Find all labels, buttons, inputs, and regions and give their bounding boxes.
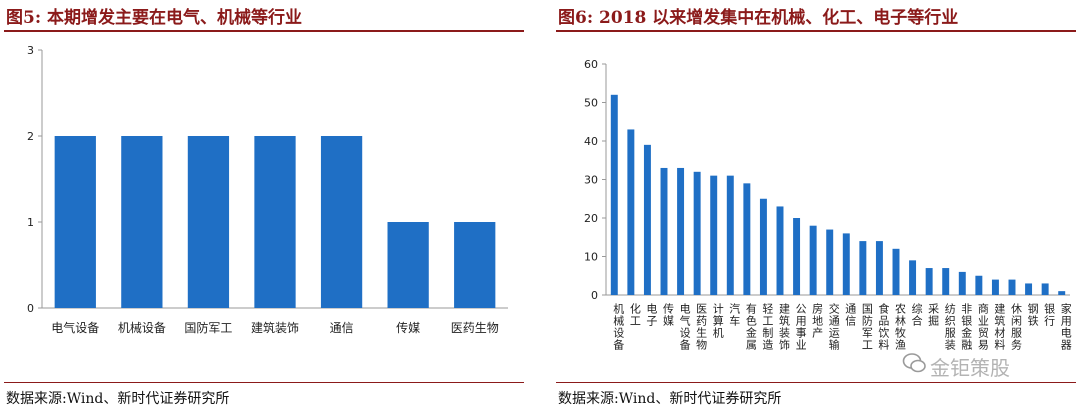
- x-category-label: 综合: [910, 302, 923, 327]
- bar: [121, 136, 163, 308]
- x-category-label: 有色金属: [744, 302, 757, 351]
- left-source-note: 数据来源:Wind、新时代证券研究所: [6, 391, 230, 407]
- bar: [610, 94, 618, 295]
- x-category-label: 家用电器: [1059, 302, 1072, 351]
- y-tick-label: 50: [584, 97, 598, 110]
- x-category-label: 采掘: [927, 303, 940, 327]
- bar: [387, 222, 429, 308]
- x-category-label: 休闲服务: [1010, 303, 1023, 351]
- x-category-label: 通信: [844, 303, 857, 327]
- bar: [1008, 279, 1016, 295]
- right-bar-chart: 0 10 20 30 40 50 60 机械设备 化工 电子 传媒 电气设备 医药生物 计算机 汽车 有色金属…: [584, 58, 1072, 351]
- x-category-label: 非银金融: [960, 303, 973, 351]
- bar: [627, 129, 635, 295]
- y-tick-label: 60: [584, 58, 598, 71]
- bar: [743, 183, 751, 295]
- bar: [958, 271, 966, 295]
- right-title-rule: [556, 30, 1076, 32]
- bar: [320, 136, 363, 308]
- bar: [54, 136, 96, 308]
- bar: [842, 233, 850, 295]
- bar: [776, 206, 784, 295]
- y-tick-label: 1: [27, 216, 34, 229]
- bar: [991, 279, 999, 295]
- bar: [975, 275, 983, 295]
- left-figure-title: 图5: 本期增发主要在电气、机械等行业: [6, 8, 303, 28]
- x-category-label: 国防军工: [860, 303, 873, 351]
- x-category-label: 国防军工: [184, 320, 232, 335]
- bar: [254, 136, 296, 308]
- bar: [909, 260, 917, 295]
- watermark-text: 金钜策股: [930, 356, 1010, 380]
- bar: [677, 167, 685, 295]
- right-source-rule: [556, 382, 1076, 383]
- y-tick-label: 30: [584, 174, 598, 187]
- x-category-label: 通信: [330, 321, 354, 335]
- bar: [1041, 283, 1049, 295]
- y-tick-label: 0: [27, 302, 34, 315]
- right-source-note: 数据来源:Wind、新时代证券研究所: [558, 391, 782, 407]
- bar: [826, 229, 834, 295]
- x-category-label: 化工: [628, 302, 641, 327]
- bar: [643, 144, 651, 295]
- x-category-label: 交通运输: [827, 302, 840, 351]
- bar: [726, 175, 734, 295]
- left-figure-panel: 图5: 本期增发主要在电气、机械等行业 0 1 2 3 电气设备 机械设备 国防军工 建筑装饰…: [0, 0, 528, 412]
- bar: [925, 268, 933, 295]
- bar: [759, 198, 767, 295]
- wechat-watermark-icon: [902, 353, 926, 373]
- bar: [793, 218, 801, 295]
- left-bar-chart: 0 1 2 3 电气设备 机械设备 国防军工 建筑装饰 通信 传媒 医药生物: [27, 44, 508, 335]
- bar: [875, 241, 883, 295]
- bar: [892, 248, 900, 295]
- x-category-label: 传媒: [662, 303, 675, 327]
- x-category-label: 电气设备: [678, 303, 691, 351]
- x-category-label: 建筑装饰: [778, 302, 791, 351]
- x-category-label: 电子: [645, 303, 658, 327]
- x-category-label: 医药生物: [695, 303, 708, 351]
- y-tick-label: 0: [591, 289, 598, 302]
- x-category-label: 建筑装饰: [251, 320, 299, 335]
- x-category-label: 银行: [1043, 302, 1056, 327]
- x-category-label: 汽车: [728, 302, 741, 327]
- x-category-label: 传媒: [396, 320, 420, 335]
- x-category-label: 纺织服装: [943, 302, 956, 351]
- y-tick-label: 3: [27, 44, 34, 57]
- x-category-label: 商业贸易: [976, 302, 989, 351]
- x-category-label: 机械设备: [118, 320, 166, 335]
- bar: [1058, 291, 1066, 295]
- bar: [1025, 283, 1033, 295]
- x-category-label: 公用事业: [794, 303, 807, 351]
- bar: [693, 171, 701, 295]
- x-category-label: 轻工制造: [761, 302, 774, 351]
- x-category-label: 房地产: [811, 303, 824, 339]
- x-category-label: 农林牧渔: [894, 302, 907, 351]
- y-tick-label: 20: [584, 212, 598, 225]
- x-category-label: 计算机: [711, 303, 724, 339]
- x-category-label: 医药生物: [451, 321, 499, 335]
- bar: [809, 225, 817, 295]
- right-figure-panel: 图6: 2018 以来增发集中在机械、化工、电子等行业 0 10 20 30 40 50 6…: [552, 0, 1080, 412]
- y-tick-label: 2: [27, 130, 34, 143]
- x-category-label: 电气设备: [51, 320, 99, 335]
- x-category-label: 钢铁: [1026, 303, 1039, 327]
- y-tick-label: 40: [584, 135, 598, 148]
- bar: [660, 167, 668, 295]
- bar: [454, 222, 496, 308]
- bar: [710, 175, 718, 295]
- x-category-label: 食品饮料: [877, 302, 890, 351]
- x-category-label: 建筑材料: [993, 302, 1006, 351]
- bar: [187, 136, 230, 308]
- bar: [942, 268, 950, 295]
- left-source-rule: [4, 382, 524, 383]
- right-figure-title: 图6: 2018 以来增发集中在机械、化工、电子等行业: [558, 8, 959, 28]
- y-tick-label: 10: [584, 251, 598, 264]
- left-title-rule: [4, 30, 524, 32]
- x-category-label: 机械设备: [612, 302, 625, 351]
- bar: [859, 241, 867, 295]
